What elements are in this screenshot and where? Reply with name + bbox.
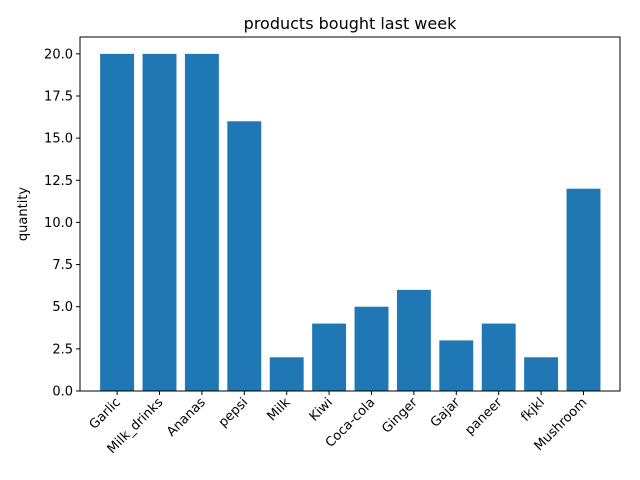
x-tick-label: Gajar [428, 395, 464, 431]
y-tick-label: 17.5 [44, 90, 73, 105]
plot-area: 0.0 2.5 5.0 7.5 10.0 12.5 15.0 17.5 20.0 Garlic M… [44, 36, 621, 457]
bar [396, 289, 431, 391]
bar [184, 53, 219, 391]
x-tick-label: fkjkl [518, 395, 548, 425]
x-tick-label: Ginger [379, 395, 421, 437]
bars-group [100, 53, 601, 392]
y-tick-label: 5.0 [52, 300, 73, 315]
bar [566, 188, 601, 391]
y-tick-label: 10.0 [44, 216, 73, 231]
y-axis-label: quantity [16, 187, 31, 242]
x-tick-label: pepsi [216, 395, 251, 430]
x-tick-label: Ananas [164, 395, 209, 440]
y-tick-label: 12.5 [44, 174, 73, 189]
bar [142, 53, 177, 391]
y-tick-label: 0.0 [52, 385, 73, 400]
bar [439, 340, 474, 391]
x-tick-label: paneer [463, 395, 506, 438]
plot-frame [79, 36, 621, 392]
y-tick-label: 15.0 [44, 132, 73, 147]
bar [354, 306, 389, 391]
bar [312, 323, 347, 391]
bar [227, 121, 262, 392]
y-tick-label: 20.0 [44, 47, 73, 62]
chart-title: products bought last week [244, 14, 457, 33]
y-tick-label: 7.5 [52, 258, 73, 273]
bar [269, 357, 304, 391]
y-tick-label: 2.5 [52, 342, 73, 357]
x-tick-label: Garlic [87, 395, 124, 432]
bar [481, 323, 516, 391]
y-ticks-group: 0.0 2.5 5.0 7.5 10.0 12.5 15.0 17.5 20.0 [44, 47, 80, 400]
x-tick-label: Kiwi [307, 395, 336, 424]
x-tick-label: Milk [265, 395, 294, 424]
bar [524, 357, 559, 391]
bar [100, 53, 135, 391]
